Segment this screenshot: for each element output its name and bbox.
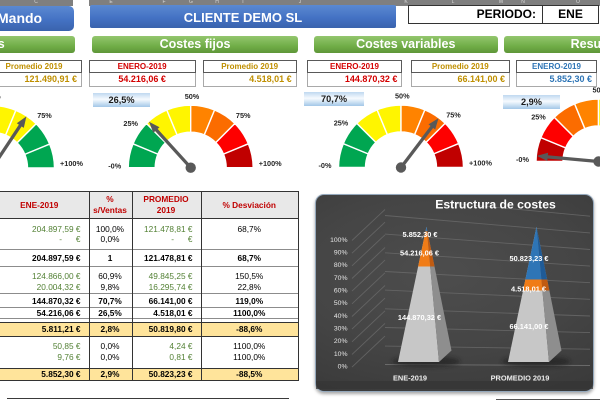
svg-text:+100%: +100%	[259, 159, 282, 168]
svg-text:144.870,32 €: 144.870,32 €	[398, 313, 441, 322]
svg-text:0%: 0%	[338, 364, 348, 371]
svg-text:4.518,01 €: 4.518,01 €	[511, 284, 546, 293]
svg-text:50%: 50%	[592, 86, 600, 95]
svg-text:-0%: -0%	[516, 155, 529, 164]
svg-text:70%: 70%	[334, 275, 348, 282]
svg-text:+100%: +100%	[469, 159, 492, 168]
svg-text:50%: 50%	[0, 92, 1, 101]
svg-text:50%: 50%	[395, 92, 410, 101]
svg-text:ENE-2019: ENE-2019	[393, 374, 427, 383]
svg-text:66.141,00 €: 66.141,00 €	[509, 322, 548, 331]
svg-text:75%: 75%	[236, 111, 251, 120]
svg-text:-0%: -0%	[319, 161, 332, 170]
svg-text:60%: 60%	[334, 288, 348, 295]
svg-text:50%: 50%	[185, 92, 200, 101]
svg-text:Estructura de costes: Estructura de costes	[435, 198, 556, 212]
svg-text:50.823,23 €: 50.823,23 €	[509, 254, 548, 263]
svg-text:10%: 10%	[334, 351, 348, 358]
svg-text:20%: 20%	[334, 338, 348, 345]
svg-text:25%: 25%	[531, 113, 546, 122]
svg-text:-0%: -0%	[108, 161, 121, 170]
svg-text:80%: 80%	[334, 262, 348, 269]
svg-text:54.216,06 €: 54.216,06 €	[400, 248, 439, 257]
svg-text:25%: 25%	[334, 119, 349, 128]
svg-text:100%: 100%	[330, 237, 347, 244]
svg-text:25%: 25%	[123, 119, 138, 128]
svg-text:PROMEDIO 2019: PROMEDIO 2019	[491, 374, 550, 383]
svg-text:50%: 50%	[334, 300, 348, 307]
svg-text:5.852,30 €: 5.852,30 €	[403, 230, 438, 239]
svg-text:90%: 90%	[334, 250, 348, 257]
svg-text:75%: 75%	[37, 111, 52, 120]
svg-text:40%: 40%	[334, 313, 348, 320]
svg-text:75%: 75%	[446, 111, 461, 120]
svg-text:30%: 30%	[334, 326, 348, 333]
svg-text:+100%: +100%	[60, 159, 83, 168]
